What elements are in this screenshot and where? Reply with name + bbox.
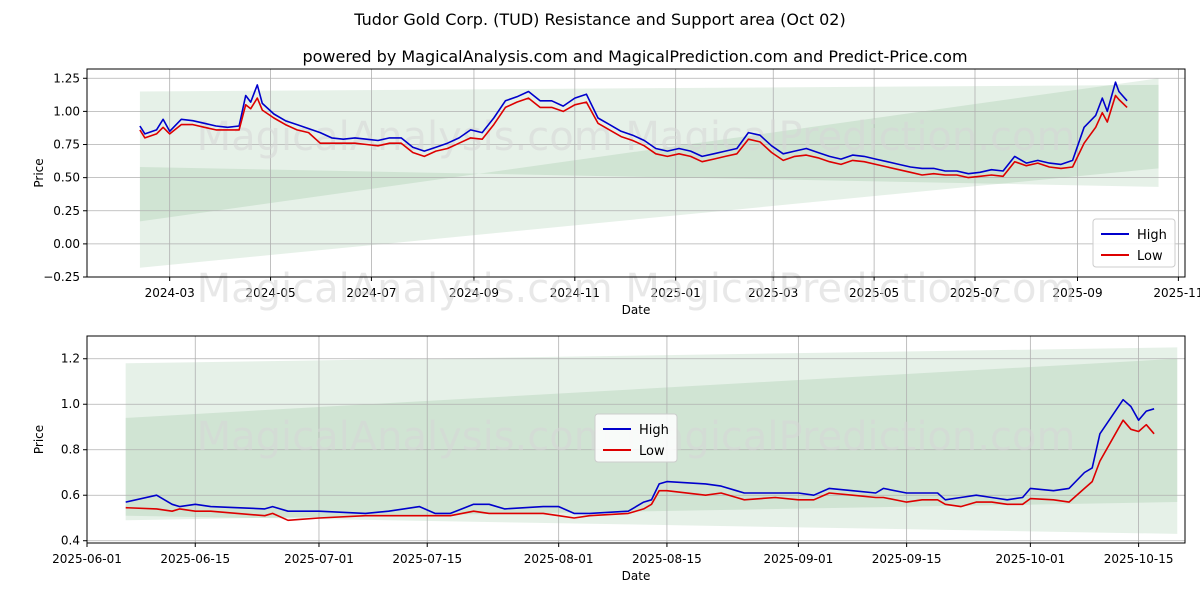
x-tick-label: 2025-09-15 (872, 552, 942, 566)
y-tick-label: 0.6 (61, 488, 80, 502)
x-tick-label: 2025-07-01 (284, 552, 354, 566)
y-tick-label: 1.2 (61, 352, 80, 366)
legend-label-low: Low (1137, 249, 1163, 264)
x-axis-label: Date (622, 569, 651, 583)
y-tick-label: 0.25 (53, 204, 80, 218)
y-tick-label: 0.50 (53, 171, 80, 185)
series-line-low (125, 419, 1155, 522)
y-tick-label: 0.00 (53, 237, 80, 251)
legend: High Low (594, 413, 678, 463)
x-tick-label: 2025-05 (849, 286, 899, 300)
y-tick-label: −0.25 (43, 270, 80, 284)
watermark: MagicalAnalysis.com MagicalPrediction.co… (197, 266, 1076, 312)
legend-label-high: High (1137, 228, 1167, 243)
x-tick-label: 2025-07 (950, 286, 1000, 300)
x-tick-label: 2025-06-01 (52, 552, 122, 566)
series-line-low (139, 94, 1128, 179)
plot-frame (86, 68, 1186, 278)
legend: High Low (1092, 218, 1176, 268)
y-tick-label: 1.25 (53, 71, 80, 85)
x-axis-label: Date (622, 303, 651, 317)
legend-label-high: High (639, 423, 669, 438)
legend-box (1092, 218, 1176, 268)
chart-title: Tudor Gold Corp. (TUD) Resistance and Su… (353, 10, 845, 29)
y-tick-label: 0.4 (61, 534, 80, 548)
y-tick-label: 0.8 (61, 443, 80, 457)
x-tick-label: 2025-09 (1052, 286, 1102, 300)
x-tick-label: 2024-03 (145, 286, 195, 300)
band-1 (139, 78, 1159, 222)
x-tick-label: 2024-05 (245, 286, 295, 300)
bottom-panel: 2025-06-01 2025-06-15 2025-07-01 2025-07-15… (32, 335, 1186, 583)
x-tick-label: 2025-09-01 (764, 552, 834, 566)
y-axis-label: Price (32, 425, 46, 454)
band-0 (139, 84, 1159, 268)
x-tick-label: 2024-11 (550, 286, 600, 300)
x-tick-label: 2025-08-15 (632, 552, 702, 566)
x-tick-label: 2025-10-01 (995, 552, 1065, 566)
x-tick-label: 2025-07-15 (392, 552, 462, 566)
x-tick-label: 2025-08-01 (524, 552, 594, 566)
series-line-high (139, 81, 1128, 175)
x-tick-label: 2025-01 (651, 286, 701, 300)
series-line-high (125, 398, 1155, 515)
x-tick-label: 2025-10-15 (1104, 552, 1174, 566)
x-tick-label: 2025-11 (1153, 286, 1200, 300)
top-panel: 2024-03 2024-05 2024-07 2024-09 2024-11 2025-… (32, 68, 1200, 317)
plot-frame (86, 335, 1186, 544)
x-tick-label: 2024-09 (449, 286, 499, 300)
y-axis-label: Price (32, 158, 46, 187)
chart-subtitle: powered by MagicalAnalysis.com and Magic… (302, 47, 967, 66)
x-tick-label: 2025-06-15 (160, 552, 230, 566)
legend-label-low: Low (639, 444, 665, 459)
legend-box (594, 413, 678, 463)
x-tick-label: 2025-03 (748, 286, 798, 300)
y-tick-label: 0.75 (53, 138, 80, 152)
y-tick-label: 1.0 (61, 397, 80, 411)
y-tick-label: 1.00 (53, 104, 80, 118)
x-tick-label: 2024-07 (346, 286, 396, 300)
